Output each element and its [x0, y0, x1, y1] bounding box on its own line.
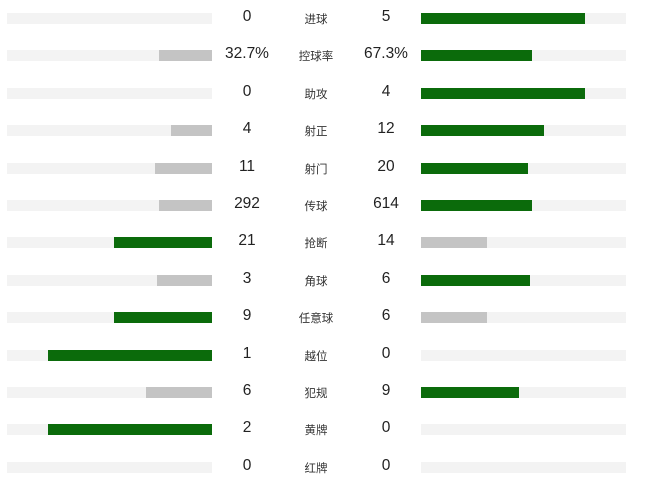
home-value: 11	[238, 157, 256, 175]
home-bar-fill	[48, 424, 212, 436]
home-value: 292	[234, 195, 260, 212]
home-bar-track	[7, 237, 212, 249]
home-value: 3	[242, 269, 252, 287]
away-bar-fill	[421, 312, 487, 324]
away-bar-fill	[421, 387, 520, 398]
home-value: 1	[242, 344, 252, 362]
stat-label: 犯规	[304, 386, 328, 400]
home-value: 0	[242, 456, 252, 474]
stat-label: 抢断	[304, 236, 328, 251]
stat-label: 任意球	[298, 311, 334, 326]
away-bar-fill	[421, 50, 532, 62]
home-bar-track	[7, 461, 212, 473]
away-value: 5	[381, 8, 391, 25]
away-bar-fill	[421, 274, 530, 286]
home-value: 6	[242, 382, 252, 399]
stat-row: 6 犯规 9	[0, 374, 660, 411]
home-bar-track	[7, 387, 212, 398]
home-bar-track	[7, 50, 212, 62]
home-value: 4	[242, 120, 252, 138]
home-bar-track	[7, 125, 212, 137]
stat-label: 黄牌	[304, 423, 328, 438]
stat-row: 0 进球 5	[0, 0, 660, 37]
home-bar-track	[7, 274, 212, 286]
home-bar-track	[7, 87, 212, 99]
away-bar-track	[421, 424, 626, 436]
away-value: 614	[373, 195, 399, 212]
stat-row: 1 越位 0	[0, 337, 660, 374]
away-bar-track	[421, 50, 626, 62]
stat-label: 红牌	[304, 460, 328, 475]
stat-row: 3 角球 6	[0, 262, 660, 299]
away-bar-track	[421, 274, 626, 286]
stat-label: 角球	[304, 273, 328, 288]
home-bar-fill	[146, 387, 212, 398]
stat-row: 21 抢断 14	[0, 224, 660, 261]
away-bar-track	[421, 162, 626, 174]
home-value: 0	[242, 82, 252, 100]
stat-row: 32.7% 控球率 67.3%	[0, 37, 660, 74]
away-bar-track	[421, 387, 626, 398]
stat-label: 射正	[304, 124, 328, 139]
stat-label: 助攻	[304, 86, 328, 101]
away-bar-track	[421, 349, 626, 361]
home-bar-fill	[158, 200, 212, 211]
home-bar-track	[7, 162, 212, 174]
away-value: 0	[381, 456, 391, 474]
stat-label: 控球率	[298, 49, 334, 64]
stat-row: 4 射正 12	[0, 112, 660, 149]
away-value: 12	[377, 120, 395, 138]
stat-label: 进球	[304, 12, 328, 26]
away-bar-fill	[421, 13, 585, 24]
stat-row: 9 任意球 6	[0, 299, 660, 336]
away-bar-fill	[421, 162, 528, 174]
away-bar-fill	[421, 125, 544, 137]
away-bar-track	[421, 125, 626, 137]
home-bar-track	[7, 424, 212, 436]
away-bar-track	[421, 87, 626, 99]
stat-label: 传球	[304, 199, 328, 213]
stat-row: 2 黄牌 0	[0, 411, 660, 448]
away-bar-track	[421, 13, 626, 24]
home-bar-fill	[48, 349, 212, 361]
away-value: 6	[381, 307, 391, 325]
stat-row: 0 助攻 4	[0, 75, 660, 112]
away-bar-fill	[421, 200, 532, 211]
home-bar-track	[7, 13, 212, 24]
home-bar-fill	[154, 162, 212, 174]
stat-row: 11 射门 20	[0, 150, 660, 187]
away-value: 67.3%	[364, 45, 408, 63]
stat-row: 0 红牌 0	[0, 449, 660, 486]
away-value: 0	[381, 419, 391, 437]
home-value: 9	[242, 307, 252, 325]
home-value: 0	[242, 8, 252, 25]
home-bar-fill	[113, 237, 212, 249]
away-value: 0	[381, 344, 391, 362]
away-bar-track	[421, 461, 626, 473]
away-value: 4	[381, 82, 391, 100]
home-bar-track	[7, 349, 212, 361]
away-bar-fill	[421, 87, 585, 99]
away-bar-fill	[421, 237, 487, 249]
home-bar-fill	[171, 125, 212, 137]
away-value: 6	[381, 269, 391, 287]
stat-label: 越位	[304, 348, 328, 363]
away-bar-track	[421, 312, 626, 324]
away-bar-track	[421, 237, 626, 249]
stat-row: 292 传球 614	[0, 187, 660, 224]
home-value: 21	[238, 232, 256, 250]
away-value: 14	[377, 232, 395, 250]
stat-label: 射门	[304, 161, 328, 176]
away-value: 9	[381, 382, 391, 399]
home-bar-fill	[158, 50, 212, 62]
home-bar-fill	[113, 312, 212, 324]
home-bar-track	[7, 200, 212, 211]
home-value: 2	[242, 419, 252, 437]
away-bar-track	[421, 200, 626, 211]
away-value: 20	[377, 157, 395, 175]
home-bar-fill	[156, 274, 212, 286]
home-value: 32.7%	[225, 45, 269, 63]
home-bar-track	[7, 312, 212, 324]
